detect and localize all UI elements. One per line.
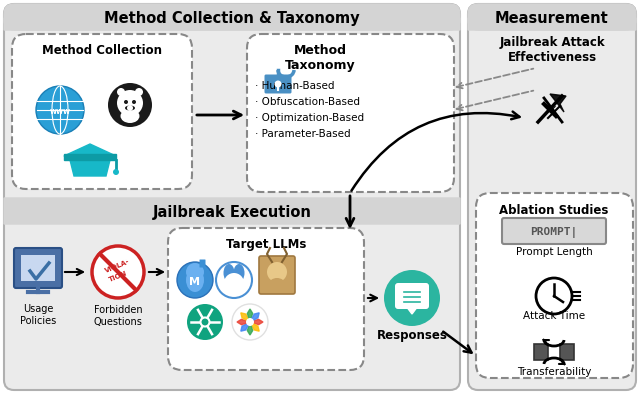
FancyBboxPatch shape: [4, 4, 460, 390]
FancyBboxPatch shape: [247, 34, 454, 192]
Circle shape: [117, 88, 125, 96]
Text: · Obfuscation-Based: · Obfuscation-Based: [255, 97, 360, 107]
Polygon shape: [64, 144, 116, 168]
Circle shape: [224, 273, 244, 293]
Text: Ablation Studies: Ablation Studies: [499, 203, 609, 216]
Circle shape: [135, 88, 143, 96]
Polygon shape: [250, 322, 259, 331]
Circle shape: [186, 263, 204, 281]
Polygon shape: [250, 320, 263, 325]
Text: Prompt Length: Prompt Length: [516, 247, 593, 257]
Circle shape: [200, 318, 209, 327]
Circle shape: [187, 304, 223, 340]
Text: Measurement: Measurement: [495, 11, 609, 26]
FancyBboxPatch shape: [4, 4, 460, 30]
Circle shape: [124, 100, 128, 104]
Circle shape: [267, 262, 287, 282]
Circle shape: [275, 80, 282, 87]
Polygon shape: [250, 313, 259, 322]
FancyBboxPatch shape: [12, 34, 192, 189]
Text: Usage
Policies: Usage Policies: [20, 304, 56, 325]
Ellipse shape: [234, 264, 244, 282]
Polygon shape: [241, 322, 250, 331]
Text: Method Collection & Taxonomy: Method Collection & Taxonomy: [104, 11, 360, 26]
Text: Target LLMs: Target LLMs: [226, 238, 306, 251]
Text: Jailbreak Execution: Jailbreak Execution: [152, 204, 312, 219]
FancyBboxPatch shape: [468, 4, 636, 30]
FancyArrowPatch shape: [351, 112, 520, 191]
Text: M: M: [189, 277, 200, 287]
Circle shape: [232, 304, 268, 340]
Circle shape: [216, 262, 252, 298]
Text: · Parameter-Based: · Parameter-Based: [255, 129, 351, 139]
Text: www: www: [49, 106, 70, 115]
FancyBboxPatch shape: [264, 74, 291, 93]
Circle shape: [36, 86, 84, 134]
FancyBboxPatch shape: [560, 344, 574, 360]
Text: · Optimization-Based: · Optimization-Based: [255, 113, 364, 123]
FancyBboxPatch shape: [4, 198, 460, 224]
FancyBboxPatch shape: [395, 283, 429, 309]
Text: Jailbreak Attack
Effectiveness: Jailbreak Attack Effectiveness: [499, 36, 605, 64]
FancyBboxPatch shape: [4, 18, 460, 30]
Ellipse shape: [223, 264, 234, 282]
Polygon shape: [70, 160, 110, 176]
Ellipse shape: [125, 106, 135, 110]
Text: ✕: ✕: [547, 105, 557, 115]
Circle shape: [177, 262, 213, 298]
Circle shape: [117, 90, 143, 116]
FancyBboxPatch shape: [476, 193, 633, 378]
Text: VIOLA-: VIOLA-: [104, 258, 131, 274]
Circle shape: [127, 105, 133, 111]
Text: Method Collection: Method Collection: [42, 43, 162, 56]
Ellipse shape: [186, 268, 204, 292]
Circle shape: [384, 270, 440, 326]
FancyBboxPatch shape: [14, 248, 62, 288]
Polygon shape: [247, 309, 253, 322]
Polygon shape: [241, 313, 250, 322]
Polygon shape: [406, 306, 418, 314]
Text: PROMPT|: PROMPT|: [531, 227, 578, 238]
Polygon shape: [64, 154, 116, 160]
Text: · Human-Based: · Human-Based: [255, 81, 335, 91]
Circle shape: [92, 246, 144, 298]
FancyBboxPatch shape: [168, 228, 364, 370]
FancyBboxPatch shape: [502, 218, 606, 244]
FancyBboxPatch shape: [468, 18, 636, 30]
Circle shape: [246, 318, 254, 326]
FancyBboxPatch shape: [468, 4, 636, 390]
Text: Responses: Responses: [376, 329, 447, 342]
Circle shape: [536, 278, 572, 314]
Polygon shape: [247, 322, 253, 335]
Polygon shape: [237, 320, 250, 325]
FancyBboxPatch shape: [534, 344, 548, 360]
FancyBboxPatch shape: [21, 255, 55, 281]
FancyBboxPatch shape: [259, 256, 295, 294]
Circle shape: [132, 100, 136, 104]
Polygon shape: [550, 94, 566, 112]
Circle shape: [113, 169, 119, 175]
Text: TION: TION: [108, 271, 128, 283]
Text: Method
Taxonomy: Method Taxonomy: [285, 44, 355, 72]
Text: Attack Time: Attack Time: [523, 311, 585, 321]
Ellipse shape: [120, 109, 140, 123]
FancyBboxPatch shape: [200, 260, 205, 268]
Circle shape: [108, 83, 152, 127]
Text: Transferability: Transferability: [517, 367, 591, 377]
Ellipse shape: [269, 278, 285, 290]
Text: Forbidden
Questions: Forbidden Questions: [93, 305, 143, 327]
